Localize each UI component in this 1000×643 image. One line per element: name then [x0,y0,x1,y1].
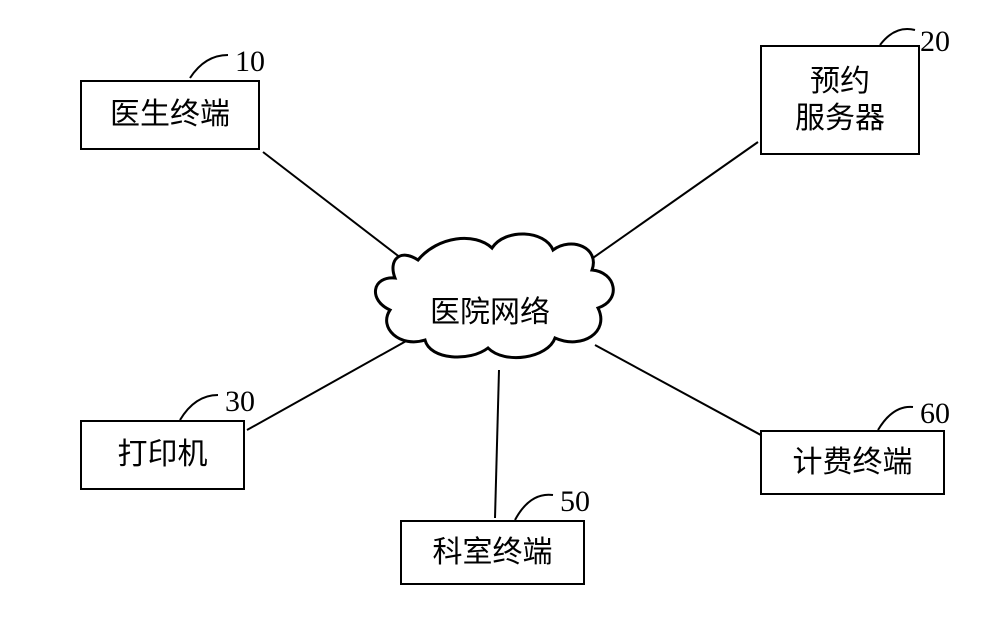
ref-label-20: 20 [920,25,950,59]
cloud-label: 医院网络 [430,287,550,331]
node-label: 医生终端 [110,96,230,134]
node-n60: 计费终端 [760,430,945,495]
node-label: 预约 服务器 [795,63,885,138]
node-label: 计费终端 [793,444,913,482]
ref-label-10: 10 [235,45,265,79]
node-label: 科室终端 [433,534,553,572]
ref-label-30: 30 [225,385,255,419]
node-n30: 打印机 [80,420,245,490]
node-n20: 预约 服务器 [760,45,920,155]
node-n50: 科室终端 [400,520,585,585]
node-n10: 医生终端 [80,80,260,150]
ref-label-50: 50 [560,485,590,519]
node-label: 打印机 [118,436,208,474]
diagram-canvas: 医院网络 医生终端10 预约 服务器 20 打印机 30 科室终端50 计费终端60 [0,0,1000,643]
ref-label-60: 60 [920,397,950,431]
